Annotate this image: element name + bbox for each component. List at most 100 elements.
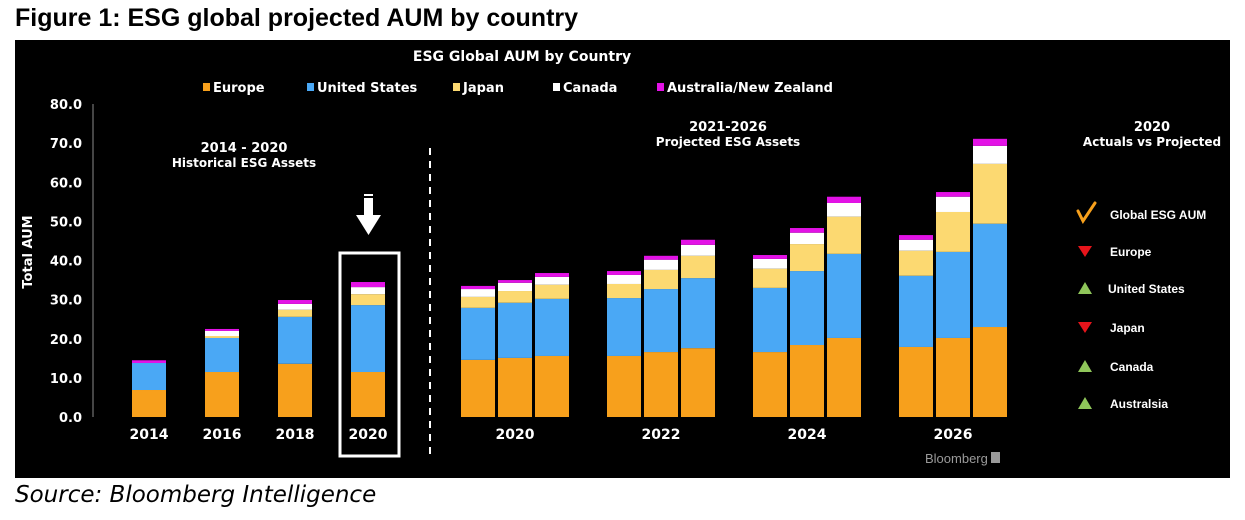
bar-segment-australia-new-zealand-2016 xyxy=(205,328,239,331)
bar-segment-united-states-2022-1 xyxy=(607,298,641,356)
bar-segment-united-states-2020-1 xyxy=(461,307,495,360)
x-tick-label-2016: 2016 xyxy=(203,427,242,443)
bar-segment-europe-2022-1 xyxy=(607,355,641,417)
x-tick-label-projected-2020: 2020 xyxy=(496,427,535,443)
bar-segment-united-states-2016 xyxy=(205,337,239,373)
x-axis-labels: 2014 2016 2018 2020 2020 2022 2024 2026 xyxy=(130,427,973,443)
x-tick-label-2020: 2020 xyxy=(349,427,388,443)
bar-segment-europe-2024-1 xyxy=(753,352,787,417)
arrow-down-icon xyxy=(356,194,381,235)
historical-label-line2: Historical ESG Assets xyxy=(172,156,316,170)
bar-segment-australia-new-zealand-2022-1 xyxy=(607,271,641,275)
bar-segment-japan-2020-2 xyxy=(498,291,532,303)
bar-segment-canada-2022-2 xyxy=(644,259,678,270)
side-panel-item-united-states: United States xyxy=(1108,282,1185,296)
side-panel-item-japan: Japan xyxy=(1110,321,1145,335)
bar-segment-australia-new-zealand-2024-1 xyxy=(753,255,787,259)
bar-segment-japan-2016 xyxy=(205,336,239,338)
x-tick-label-projected-2024: 2024 xyxy=(788,427,827,443)
bar-segment-japan-2024-1 xyxy=(753,268,787,288)
bar-segment-europe-2020 xyxy=(351,372,385,417)
bar-segment-japan-2026-1 xyxy=(899,250,933,276)
bar-segment-united-states-2026-3 xyxy=(973,223,1007,328)
bar-segment-europe-2016 xyxy=(205,372,239,417)
bar-segment-australia-new-zealand-2024-2 xyxy=(790,228,824,233)
bar-segment-australia-new-zealand-2020-1 xyxy=(461,285,495,290)
x-tick-label-projected-2026: 2026 xyxy=(934,427,973,443)
legend-label-japan: Japan xyxy=(462,81,504,96)
triangle-down-icon xyxy=(1078,246,1092,257)
y-tick-label: 30.0 xyxy=(50,294,82,309)
legend-label-europe: Europe xyxy=(213,81,265,96)
bloomberg-watermark: Bloomberg xyxy=(925,451,988,466)
y-tick-label: 10.0 xyxy=(50,372,82,387)
source-note: Source: Bloomberg Intelligence xyxy=(15,482,377,508)
bar-segment-united-states-2022-2 xyxy=(644,289,678,353)
legend-label-canada: Canada xyxy=(563,81,617,96)
y-tick-label: 60.0 xyxy=(50,176,82,191)
y-tick-label: 50.0 xyxy=(50,215,82,230)
bar-segment-australia-new-zealand-2024-3 xyxy=(827,196,861,203)
bar-segment-canada-2020-1 xyxy=(461,289,495,297)
bar-segment-japan-2020-1 xyxy=(461,296,495,308)
x-tick-label-projected-2022: 2022 xyxy=(642,427,681,443)
side-panel-title-line2: Actuals vs Projected xyxy=(1083,135,1221,149)
legend-swatch-united-states xyxy=(307,83,314,91)
bar-segment-canada-2024-1 xyxy=(753,258,787,269)
bar-segment-united-states-2024-1 xyxy=(753,287,787,353)
bar-segment-united-states-2020 xyxy=(351,305,385,373)
bar-segment-canada-2016 xyxy=(205,330,239,337)
bar-segment-japan-2024-3 xyxy=(827,216,861,254)
check-icon xyxy=(1076,201,1097,224)
bar-segment-canada-2026-1 xyxy=(899,239,933,251)
bar-segment-europe-2024-3 xyxy=(827,337,861,417)
triangle-up-icon xyxy=(1078,282,1092,294)
bar-segment-canada-2024-3 xyxy=(827,202,861,217)
bar-segment-japan-2022-3 xyxy=(681,255,715,279)
bar-segment-united-states-2020-3 xyxy=(535,298,569,356)
bar-segment-canada-2020-3 xyxy=(535,276,569,285)
y-tick-label: 0.0 xyxy=(59,411,82,426)
y-axis: 0.0 10.0 20.0 30.0 40.0 50.0 60.0 70.0 80.0 xyxy=(50,98,94,426)
bar-segment-australia-new-zealand-2020 xyxy=(351,282,385,288)
bar-segment-japan-2024-2 xyxy=(790,244,824,272)
bar-segment-europe-2022-3 xyxy=(681,348,715,417)
bar-segment-canada-2020 xyxy=(351,287,385,295)
y-axis-label: Total AUM xyxy=(21,215,36,288)
side-panel-item-australsia: Australsia xyxy=(1110,397,1168,411)
y-tick-label: 40.0 xyxy=(50,255,82,270)
bar-segment-canada-2018 xyxy=(278,303,312,310)
legend: Europe United States Japan Canada Australia/… xyxy=(203,81,833,96)
y-tick-label: 20.0 xyxy=(50,333,82,348)
bar-segment-united-states-2014 xyxy=(132,363,166,391)
bar-segment-australia-new-zealand-2022-3 xyxy=(681,239,715,245)
bar-segment-canada-2026-2 xyxy=(936,196,970,212)
bar-segment-australia-new-zealand-2014 xyxy=(132,360,166,364)
bar-segment-canada-2024-2 xyxy=(790,232,824,245)
bar-segment-europe-2020-2 xyxy=(498,357,532,417)
bar-segment-australia-new-zealand-2018 xyxy=(278,300,312,304)
bar-segment-europe-2020-1 xyxy=(461,359,495,417)
bar-segment-europe-2024-2 xyxy=(790,345,824,417)
bar-segment-canada-2020-2 xyxy=(498,282,532,292)
bar-segment-united-states-2026-1 xyxy=(899,275,933,347)
bar-segment-australia-new-zealand-2020-3 xyxy=(535,273,569,277)
bar-segment-europe-2022-2 xyxy=(644,352,678,417)
bar-segment-united-states-2024-2 xyxy=(790,271,824,346)
bar-segment-japan-2018 xyxy=(278,309,312,317)
y-tick-label: 80.0 xyxy=(50,98,82,113)
triangle-up-icon xyxy=(1078,397,1092,409)
bar-segment-europe-2020-3 xyxy=(535,355,569,417)
highlight-box-2020 xyxy=(338,251,401,458)
legend-swatch-canada xyxy=(553,83,560,91)
bar-segment-united-states-2026-2 xyxy=(936,251,970,338)
bar-segment-australia-new-zealand-2026-1 xyxy=(899,235,933,240)
bar-segment-japan-2020-3 xyxy=(535,284,569,299)
bar-segment-australia-new-zealand-2026-2 xyxy=(936,192,970,197)
bar-segment-canada-2022-1 xyxy=(607,274,641,284)
bar-segment-united-states-2020-2 xyxy=(498,302,532,358)
bar-segment-canada-2026-3 xyxy=(973,145,1007,164)
figure-title: Figure 1: ESG global projected AUM by co… xyxy=(15,4,579,32)
legend-swatch-europe xyxy=(203,83,210,91)
bars xyxy=(132,138,1007,417)
